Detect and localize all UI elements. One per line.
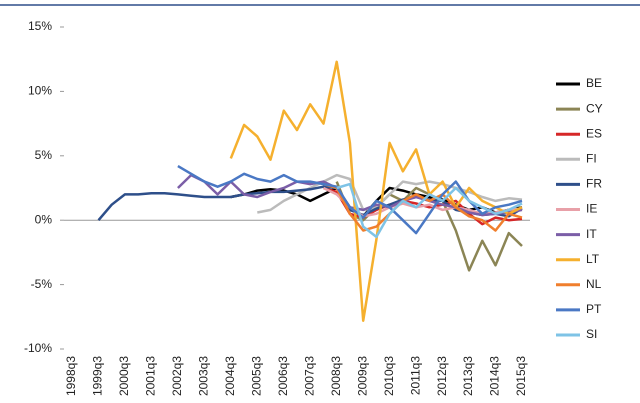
legend-label: FI <box>586 151 597 165</box>
x-tick-label: 2009q3 <box>355 356 369 396</box>
series-line <box>336 182 523 239</box>
x-tick-label: 2011q3 <box>408 356 422 395</box>
x-tick-label: 1999q3 <box>91 356 105 396</box>
x-tick-label: 2006q3 <box>276 356 290 396</box>
x-tick-label: 2013q3 <box>461 356 475 396</box>
x-tick-label: 2005q3 <box>249 356 263 396</box>
legend-label: SI <box>586 327 597 341</box>
legend-label: FR <box>586 177 602 191</box>
x-tick-label: 2004q3 <box>223 356 237 396</box>
legend-label: LT <box>586 252 600 266</box>
legend-label: ES <box>586 126 602 140</box>
legend-label: NL <box>586 277 602 291</box>
y-tick-label: 5% <box>35 148 53 162</box>
x-tick-label: 2007q3 <box>302 356 316 396</box>
y-tick-label: 15% <box>28 19 52 33</box>
x-tick-label: 2003q3 <box>197 356 211 396</box>
series-line <box>229 60 523 322</box>
series-line <box>323 182 523 232</box>
legend-label: PT <box>586 302 602 316</box>
x-tick-label: 2014q3 <box>488 356 502 396</box>
legend-label: BE <box>586 76 602 90</box>
series-line <box>177 165 523 235</box>
y-tick-label: 0% <box>35 212 53 226</box>
legend-label: IE <box>586 202 597 216</box>
y-tick-label: -5% <box>31 277 53 291</box>
legend-label: IT <box>586 227 597 241</box>
x-tick-label: 2015q3 <box>514 356 528 396</box>
x-tick-label: 2010q3 <box>382 356 396 396</box>
x-tick-label: 2008q3 <box>329 356 343 396</box>
y-tick-label: 10% <box>28 84 52 98</box>
legend-label: CY <box>586 101 603 115</box>
x-tick-label: 2002q3 <box>170 356 184 396</box>
x-tick-label: 2012q3 <box>435 356 449 396</box>
x-tick-label: 2000q3 <box>117 356 131 396</box>
x-tick-label: 1998q3 <box>64 356 78 396</box>
y-tick-label: -10% <box>24 341 52 355</box>
x-tick-label: 2001q3 <box>144 356 158 396</box>
